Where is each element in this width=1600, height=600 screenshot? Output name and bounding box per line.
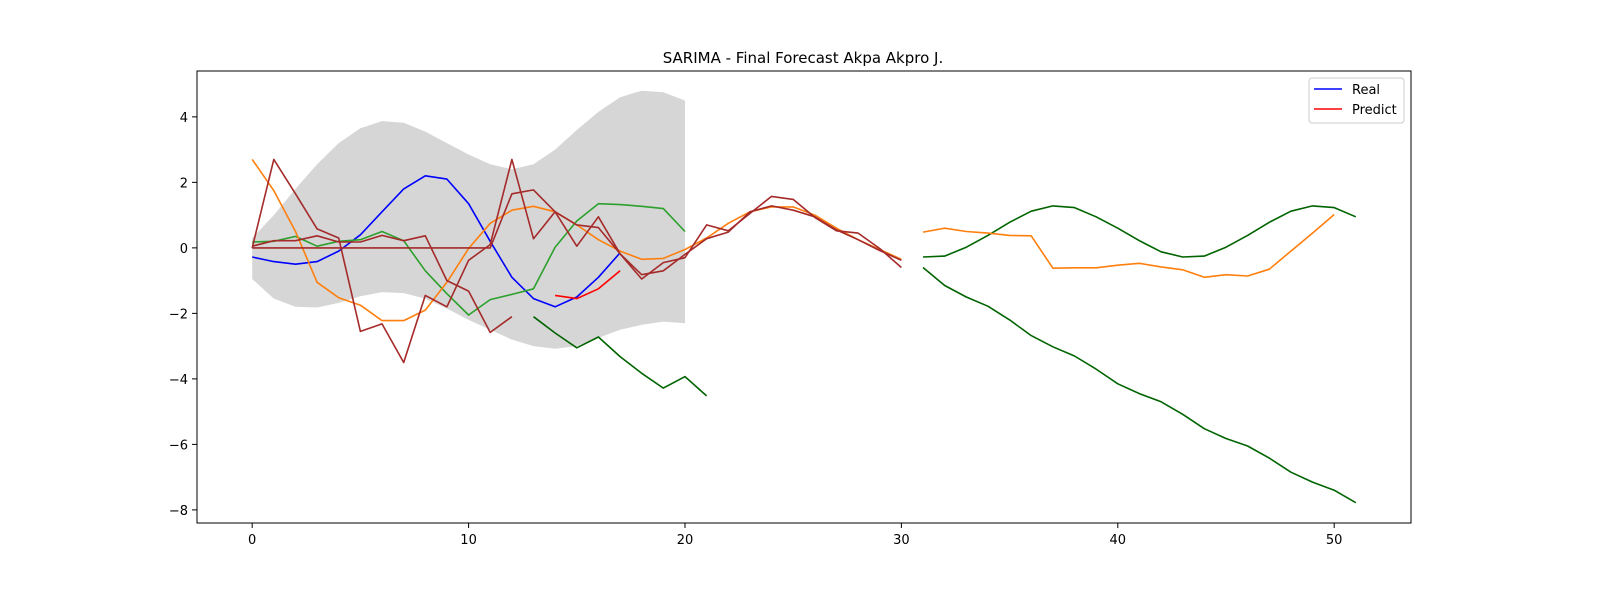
x-tick-label: 50 [1326, 533, 1343, 548]
series-1-line-0 [554, 270, 621, 300]
series-4-line-1 [922, 213, 1335, 279]
series-3-line-2 [922, 266, 1357, 504]
series-3-line-0 [533, 316, 708, 397]
y-tick-label: −4 [169, 373, 188, 388]
y-tick-label: −6 [169, 438, 188, 453]
y-tick-label: 2 [180, 176, 188, 191]
y-tick-label: 4 [180, 111, 188, 126]
y-tick-label: 0 [180, 242, 188, 257]
x-tick-label: 0 [248, 533, 256, 548]
plot-frame [196, 70, 1412, 524]
x-tick-label: 10 [460, 533, 477, 548]
series-5-line-0 [252, 189, 902, 276]
series-3-line-1 [922, 205, 1357, 258]
x-tick-label: 30 [893, 533, 910, 548]
y-axis: −8 −6 −4 −2 0 2 4 [169, 111, 197, 519]
series-5-line-2 [252, 234, 513, 334]
y-tick-label: −8 [169, 504, 188, 519]
x-axis: 0 10 20 30 40 50 [248, 523, 1342, 548]
series-5-line-1 [251, 158, 902, 364]
chart-title: SARIMA - Final Forecast Akpa Akpro J. [663, 49, 944, 67]
confidence-band-layer [252, 90, 685, 349]
series-layer [251, 158, 1357, 504]
legend: Real Predict [1308, 77, 1405, 124]
series-0-line-0 [252, 175, 621, 308]
confidence-band [252, 90, 685, 349]
y-tick-label: −2 [169, 307, 188, 322]
series-2-line-0 [252, 202, 686, 316]
legend-label-predict: Predict [1352, 103, 1397, 118]
x-tick-label: 40 [1110, 533, 1127, 548]
legend-label-real: Real [1352, 83, 1380, 98]
x-tick-label: 20 [677, 533, 694, 548]
